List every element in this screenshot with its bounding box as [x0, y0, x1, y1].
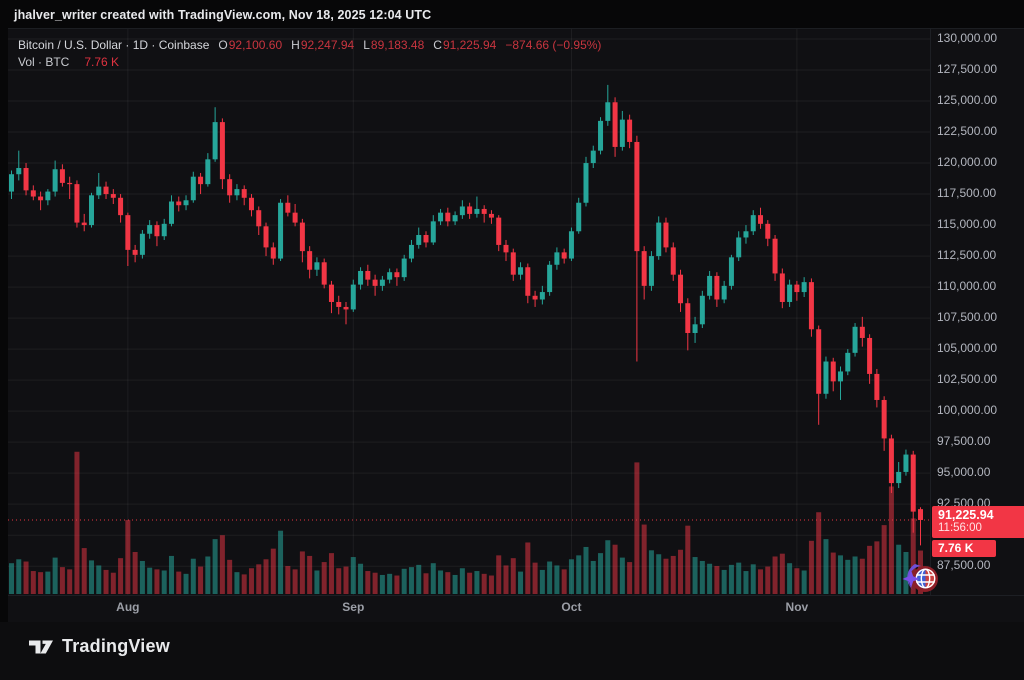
price-axis-label: 130,000.00 [937, 31, 998, 45]
price-axis-label: 110,000.00 [937, 279, 997, 294]
month-label: Aug [116, 600, 140, 614]
price-axis-label: 105,000.00 [937, 341, 998, 356]
ohlc-low: L 89,183.48 [363, 38, 425, 52]
month-label: Oct [561, 600, 582, 614]
price-axis-label: 102,500.00 [937, 372, 998, 387]
tradingview-brand-link[interactable]: TradingView [28, 636, 170, 657]
last-price-tag: 91,225.94 11:56:00 [932, 506, 1024, 538]
ohlc-close: C 91,225.94 [433, 38, 497, 52]
price-axis-label: 122,500.00 [937, 124, 998, 139]
time-axis-separator [8, 595, 1024, 596]
price-axis-label: 107,500.00 [937, 310, 998, 325]
price-axis-label: 115,000.00 [937, 217, 997, 232]
price-axis-label: 100,000.00 [937, 403, 998, 418]
legend-volume-row: Vol · BTC 7.76 K [18, 54, 601, 71]
candlestick-chart-canvas[interactable] [8, 29, 1024, 623]
brand-text: TradingView [62, 636, 170, 656]
volume-value: 7.76 K [84, 55, 120, 69]
price-axis-label: 97,500.00 [937, 434, 991, 449]
last-price-value: 91,225.94 [938, 508, 994, 522]
price-axis-label: 95,000.00 [937, 465, 991, 480]
price-axis-label: 87,500.00 [937, 558, 991, 573]
month-label: Nov [785, 600, 809, 614]
time-axis[interactable]: Aug Sep Oct Nov [8, 596, 1024, 622]
price-axis-label: 127,500.00 [937, 62, 998, 76]
bar-close-countdown: 11:56:00 [938, 522, 982, 534]
volume-label: Vol · BTC [18, 55, 70, 69]
sparkle-globe-sticker-icon [902, 564, 938, 592]
volume-axis-tag: 7.76 K [932, 540, 996, 557]
tradingview-logo-icon [29, 640, 53, 653]
footer-bar: TradingView [0, 622, 1024, 680]
price-axis-label: 120,000.00 [937, 155, 998, 170]
symbol-title: Bitcoin / U.S. Dollar · 1D · Coinbase [18, 38, 210, 52]
price-axis-label: 125,000.00 [937, 93, 998, 108]
ohlc-high: H 92,247.94 [291, 38, 355, 52]
change-value: −874.66 (−0.95%) [505, 38, 602, 52]
price-axis-label: 112,500.00 [937, 248, 997, 263]
price-axis-separator [930, 28, 931, 595]
ohlc-open: O 92,100.60 [218, 38, 283, 52]
month-label: Sep [342, 600, 365, 614]
price-axis-label: 117,500.00 [937, 186, 997, 201]
price-axis[interactable]: 130,000.00 127,500.00 125,000.00 122,500.00… [930, 28, 1024, 595]
attribution-text: jhalver_writer created with TradingView.… [14, 8, 432, 22]
